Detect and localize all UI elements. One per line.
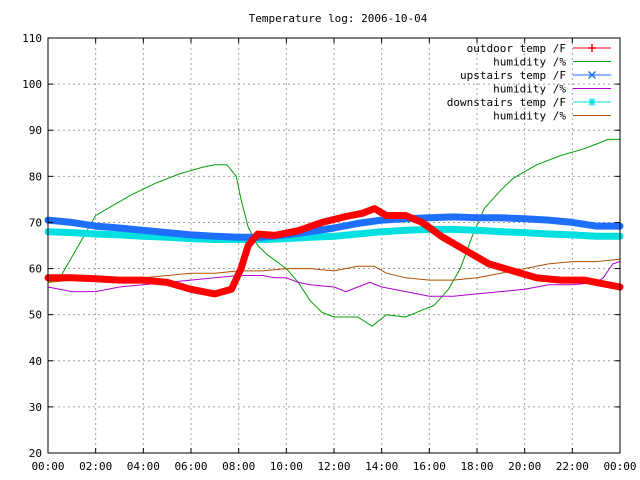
x-tick-label: 00:00 [31, 460, 64, 473]
y-tick-label: 30 [29, 401, 42, 414]
x-tick-label: 10:00 [270, 460, 303, 473]
legend-label-series-outdoor-temp: outdoor temp /F [467, 42, 566, 55]
legend-label-series-downstairs-temp: downstairs temp /F [447, 96, 566, 109]
grid [48, 38, 620, 453]
y-tick-label: 80 [29, 170, 42, 183]
legend-label-series-upstairs-temp: upstairs temp /F [460, 69, 566, 82]
series-line-4 [44, 225, 624, 243]
legend-label-series-humidity-outdoor: humidity /% [493, 56, 566, 69]
y-tick-label: 70 [29, 216, 42, 229]
legend-label-series-humidity-upstairs: humidity /% [493, 83, 566, 96]
series-layer [44, 138, 624, 327]
axis-ticks: 00:00 02:00 04:00 06:00 08:00 10:00 12:00 14:00… [22, 32, 636, 473]
chart-title: Temperature log: 2006-10-04 [249, 12, 428, 25]
x-tick-label: 18:00 [460, 460, 493, 473]
x-tick-label: 14:00 [365, 460, 398, 473]
cross-marker-icon [587, 70, 597, 80]
y-tick-label: 110 [22, 32, 42, 45]
series-line-1 [47, 138, 621, 327]
y-tick-label: 100 [22, 78, 42, 91]
y-tick-label: 40 [29, 355, 42, 368]
y-tick-label: 20 [29, 447, 42, 460]
x-tick-label: 08:00 [222, 460, 255, 473]
x-tick-label: 02:00 [79, 460, 112, 473]
x-tick-label: 16:00 [413, 460, 446, 473]
legend-label-series-humidity-downstairs: humidity /% [493, 110, 566, 123]
y-tick-label: 90 [29, 124, 42, 137]
x-tick-label: 04:00 [127, 460, 160, 473]
y-tick-label: 60 [29, 263, 42, 276]
y-tick-label: 50 [29, 309, 42, 322]
series-line-2 [44, 213, 624, 241]
x-tick-label: 20:00 [508, 460, 541, 473]
plus-marker-icon [588, 44, 596, 52]
star-marker-icon [588, 98, 596, 106]
series-line-0 [44, 205, 624, 298]
x-tick-label: 00:00 [603, 460, 636, 473]
x-tick-label: 06:00 [174, 460, 207, 473]
x-tick-label: 22:00 [556, 460, 589, 473]
x-tick-label: 12:00 [317, 460, 350, 473]
